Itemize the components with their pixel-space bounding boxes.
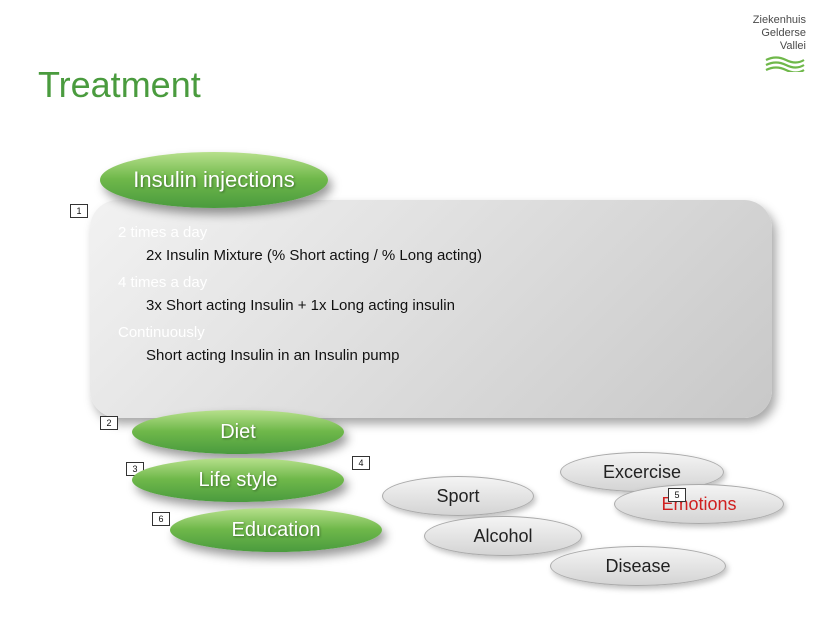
tag-1: 1 — [70, 204, 88, 218]
pill-emotions: Emotions — [614, 484, 784, 524]
logo-line2: Gelderse — [753, 27, 806, 40]
logo-wave-icon — [753, 56, 806, 77]
pill-label: Insulin injections — [133, 167, 294, 193]
pill-diet: Diet — [132, 410, 344, 454]
pill-disease: Disease — [550, 546, 726, 586]
pill-lifestyle: Life style — [132, 458, 344, 502]
pill-label: Life style — [199, 469, 278, 492]
section-heading-2: 4 times a day — [118, 274, 744, 291]
tag-5: 5 — [668, 488, 686, 502]
logo-line3: Vallei — [753, 40, 806, 53]
section-detail-2: 3x Short acting Insulin + 1x Long acting… — [146, 297, 744, 314]
content-panel: 2 times a day 2x Insulin Mixture (% Shor… — [90, 200, 772, 418]
pill-label: Disease — [605, 556, 670, 577]
tag-2: 2 — [100, 416, 118, 430]
pill-label: Diet — [220, 421, 256, 444]
pill-label: Education — [232, 519, 321, 542]
pill-label: Alcohol — [473, 526, 532, 547]
pill-alcohol: Alcohol — [424, 516, 582, 556]
tag-4: 4 — [352, 456, 370, 470]
section-detail-3: Short acting Insulin in an Insulin pump — [146, 347, 744, 364]
page-title: Treatment — [38, 64, 201, 106]
pill-sport: Sport — [382, 476, 534, 516]
pill-label: Sport — [436, 486, 479, 507]
pill-insulin-injections: Insulin injections — [100, 152, 328, 208]
pill-education: Education — [170, 508, 382, 552]
logo: Ziekenhuis Gelderse Vallei — [753, 14, 806, 77]
tag-6: 6 — [152, 512, 170, 526]
section-detail-1: 2x Insulin Mixture (% Short acting / % L… — [146, 247, 744, 264]
pill-label: Excercise — [603, 462, 681, 483]
section-heading-3: Continuously — [118, 324, 744, 341]
section-heading-1: 2 times a day — [118, 224, 744, 241]
logo-line1: Ziekenhuis — [753, 14, 806, 27]
